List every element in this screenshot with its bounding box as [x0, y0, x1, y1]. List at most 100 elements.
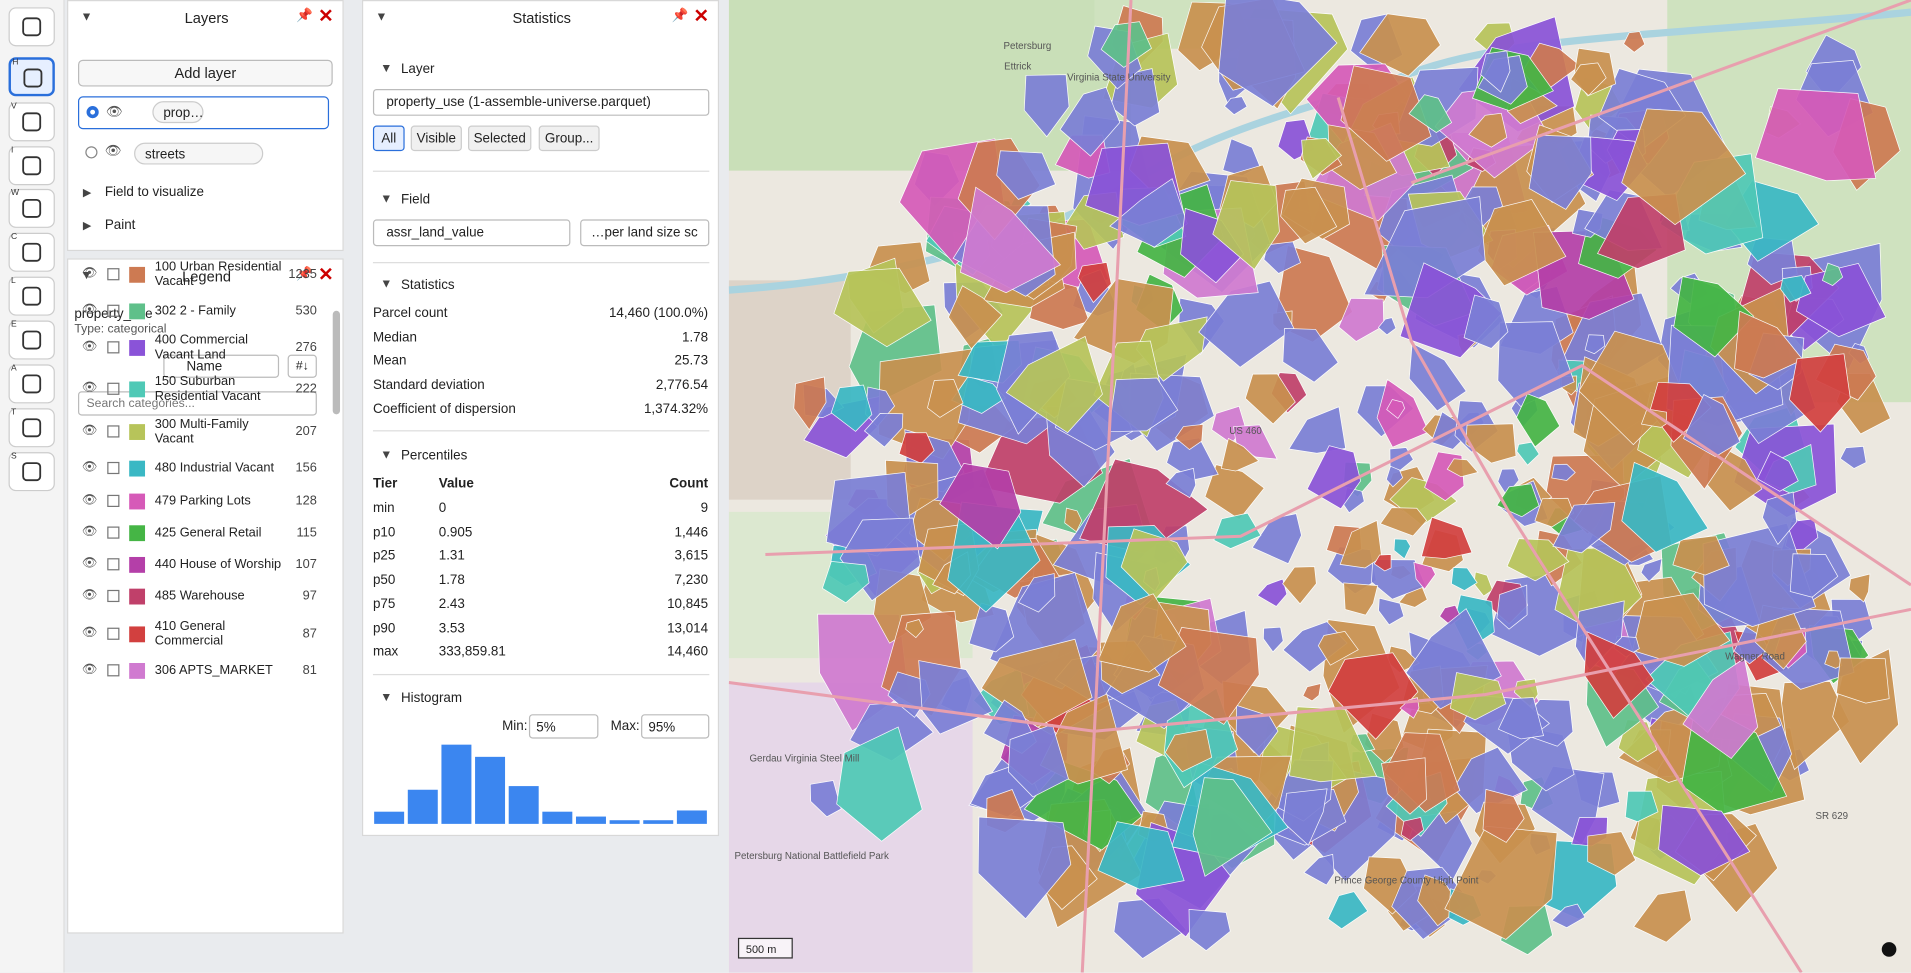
- section-title[interactable]: Field to visualize: [104, 185, 204, 200]
- close-button[interactable]: ✕: [318, 6, 334, 27]
- pin-button[interactable]: 📌: [296, 8, 313, 24]
- search-box[interactable]: Search categories...: [78, 391, 317, 416]
- parcel[interactable]: [939, 462, 1022, 550]
- parcel[interactable]: [947, 501, 1041, 613]
- parcel[interactable]: [1584, 334, 1606, 355]
- tool-button[interactable]: C: [8, 232, 55, 272]
- parcel[interactable]: [1192, 777, 1273, 877]
- parcel[interactable]: [1327, 652, 1419, 740]
- max-input[interactable]: 95%: [641, 714, 710, 739]
- item-checkbox[interactable]: [107, 425, 120, 438]
- parcel[interactable]: [1378, 597, 1405, 626]
- parcel[interactable]: [1301, 137, 1343, 180]
- layer-radio[interactable]: [86, 106, 99, 119]
- parcel[interactable]: [1339, 519, 1383, 569]
- parcel[interactable]: [1343, 582, 1379, 616]
- parcel[interactable]: [1327, 891, 1369, 930]
- sort-field[interactable]: Name: [163, 354, 280, 378]
- visibility-toggle[interactable]: 👁: [81, 340, 98, 354]
- collapse-toggle[interactable]: ▼: [80, 10, 93, 25]
- section-toggle[interactable]: ▼: [380, 691, 393, 705]
- parcel[interactable]: [1413, 561, 1436, 590]
- parcel[interactable]: [1551, 903, 1586, 929]
- item-checkbox[interactable]: [107, 627, 120, 640]
- parcel[interactable]: [1377, 317, 1397, 336]
- field-select[interactable]: assr_land_value: [372, 219, 571, 247]
- parcel[interactable]: [1282, 327, 1339, 383]
- parcel[interactable]: [1468, 112, 1508, 148]
- parcel[interactable]: [1848, 573, 1871, 603]
- parcel[interactable]: [1097, 593, 1187, 673]
- parcel[interactable]: [1633, 889, 1692, 943]
- parcel[interactable]: [1682, 657, 1759, 760]
- parcel[interactable]: [1165, 467, 1197, 499]
- layer-row[interactable]: 👁 streets: [78, 139, 329, 169]
- section-toggle[interactable]: ▼: [380, 448, 393, 462]
- layer-name[interactable]: prop…: [152, 101, 204, 124]
- parcel[interactable]: [1477, 198, 1567, 287]
- item-checkbox[interactable]: [107, 304, 120, 317]
- parcel[interactable]: [1632, 592, 1731, 667]
- parcel[interactable]: [1282, 566, 1317, 605]
- parcel[interactable]: [1008, 723, 1069, 798]
- parcel[interactable]: [1534, 497, 1575, 528]
- parcel[interactable]: [1621, 461, 1709, 553]
- parcel[interactable]: [1480, 50, 1511, 93]
- filter-button[interactable]: All: [372, 125, 405, 152]
- parcel[interactable]: [1649, 381, 1712, 443]
- parcel[interactable]: [927, 379, 964, 418]
- visibility-toggle[interactable]: 👁: [104, 143, 122, 159]
- parcel[interactable]: [1570, 62, 1607, 96]
- normalize-select[interactable]: …per land size sc: [580, 219, 710, 247]
- parcel[interactable]: [1109, 178, 1188, 248]
- parcel[interactable]: [863, 413, 904, 448]
- parcel[interactable]: [951, 376, 1007, 414]
- parcel[interactable]: [898, 432, 935, 464]
- parcel[interactable]: [1166, 437, 1219, 481]
- visibility-toggle[interactable]: 👁: [81, 556, 98, 571]
- tool-button[interactable]: W: [8, 188, 55, 228]
- map[interactable]: Petersburg Ettrick Virginia State Universi…: [728, 0, 1911, 973]
- parcel[interactable]: [1780, 275, 1812, 303]
- parcel[interactable]: [836, 726, 923, 842]
- parcel[interactable]: [1376, 378, 1430, 448]
- parcel[interactable]: [1005, 335, 1103, 434]
- parcel[interactable]: [1282, 788, 1328, 846]
- parcel[interactable]: [1755, 88, 1877, 182]
- parcel[interactable]: [1420, 516, 1473, 559]
- parcel[interactable]: [833, 267, 932, 348]
- parcel[interactable]: [1444, 825, 1558, 940]
- parcel[interactable]: [1120, 528, 1188, 601]
- parcel[interactable]: [977, 816, 1072, 920]
- parcel[interactable]: [1017, 573, 1056, 613]
- item-checkbox[interactable]: [107, 526, 120, 539]
- parcel[interactable]: [809, 780, 842, 818]
- parcel[interactable]: [1302, 682, 1322, 702]
- parcel[interactable]: [1482, 788, 1525, 843]
- layer-row[interactable]: 👁 prop…: [78, 96, 330, 130]
- parcel[interactable]: [1473, 571, 1494, 597]
- min-input[interactable]: 5%: [528, 714, 599, 739]
- parcel[interactable]: [1059, 86, 1121, 157]
- parcel[interactable]: [1408, 94, 1453, 134]
- parcel[interactable]: [1497, 697, 1545, 740]
- parcel[interactable]: [1188, 909, 1231, 952]
- tool-button[interactable]: I: [8, 146, 55, 186]
- parcel[interactable]: [1338, 297, 1385, 342]
- parcel[interactable]: [1218, 0, 1338, 107]
- parcel[interactable]: [959, 186, 1062, 294]
- item-checkbox[interactable]: [107, 461, 120, 475]
- visibility-toggle[interactable]: 👁: [81, 266, 98, 281]
- visibility-toggle[interactable]: 👁: [81, 303, 98, 317]
- parcel[interactable]: [1064, 507, 1083, 533]
- tool-button[interactable]: L: [8, 276, 55, 316]
- parcel[interactable]: [1551, 463, 1576, 481]
- parcel[interactable]: [1386, 399, 1406, 419]
- tool-button[interactable]: A: [8, 364, 55, 404]
- item-checkbox[interactable]: [107, 494, 120, 507]
- parcel[interactable]: [1381, 757, 1427, 815]
- parcel[interactable]: [1077, 261, 1112, 304]
- parcel[interactable]: [1451, 567, 1478, 592]
- parcel[interactable]: [1516, 393, 1561, 448]
- parcel[interactable]: [1621, 108, 1747, 226]
